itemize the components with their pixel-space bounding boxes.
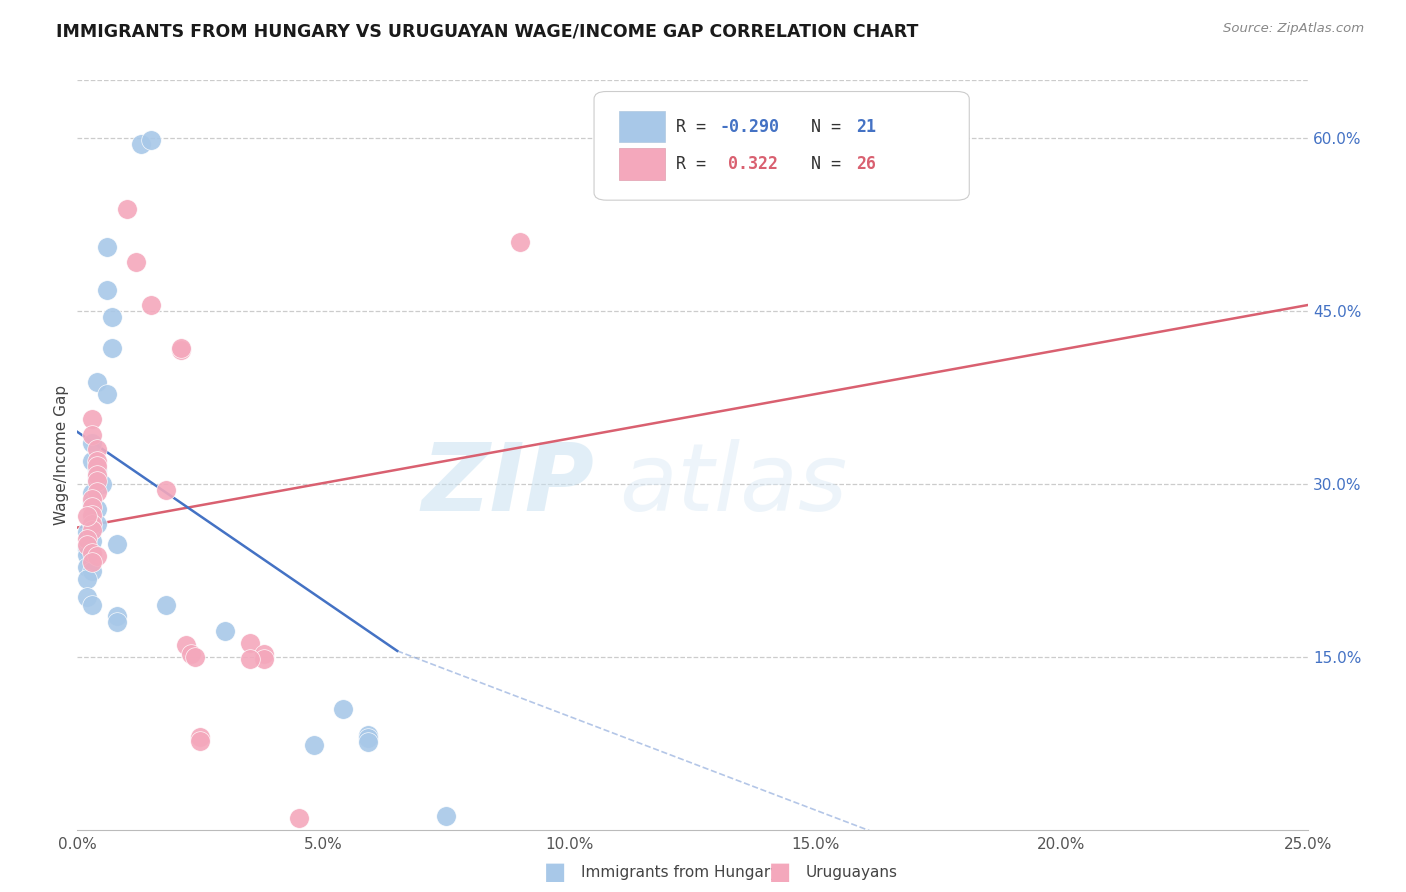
Point [82,546,104,560]
Point [239,636,262,650]
Point [96,283,118,297]
Point [82,508,104,522]
Point [86,471,108,485]
Point [86,549,108,564]
Point [86,459,108,474]
Point [357,735,380,749]
Point [253,652,276,666]
Point [115,202,138,217]
Point [82,555,104,569]
Point [76,573,98,587]
Point [76,532,98,546]
Point [184,649,207,664]
Text: R =: R = [676,155,727,173]
Point [332,701,354,715]
Text: 0.322: 0.322 [728,155,778,173]
Point [82,453,104,467]
Point [86,502,108,516]
Point [86,453,108,467]
Text: atlas: atlas [619,440,846,531]
Point [76,508,98,523]
Text: R =: R = [676,118,717,136]
Point [155,483,177,497]
Point [239,652,262,666]
Text: N =: N = [792,118,851,136]
Point [82,534,104,549]
Text: Immigrants from Hungary: Immigrants from Hungary [581,865,779,880]
Point [90,476,114,491]
Text: 21: 21 [856,118,876,136]
Point [82,428,104,442]
Point [82,412,104,426]
Point [86,517,108,532]
Point [125,255,148,269]
Point [82,486,104,500]
Point [76,590,98,604]
Point [76,538,98,552]
Text: -0.290: -0.290 [720,118,779,136]
Text: N =: N = [792,155,851,173]
Bar [619,148,665,180]
Point [302,739,325,753]
Point [101,341,124,355]
Text: IMMIGRANTS FROM HUNGARY VS URUGUAYAN WAGE/INCOME GAP CORRELATION CHART: IMMIGRANTS FROM HUNGARY VS URUGUAYAN WAG… [56,22,918,40]
Point [82,500,104,514]
Point [170,341,193,355]
Y-axis label: Wage/Income Gap: Wage/Income Gap [53,384,69,525]
Point [86,484,108,499]
Point [141,133,163,147]
Text: Source: ZipAtlas.com: Source: ZipAtlas.com [1223,22,1364,36]
Point [180,648,202,662]
Point [190,731,212,745]
Point [82,598,104,612]
Point [436,808,458,822]
Point [86,463,108,477]
Point [170,343,193,357]
Point [82,496,104,510]
FancyBboxPatch shape [595,92,969,200]
Point [190,733,212,747]
Point [86,475,108,489]
Point [155,598,177,612]
Point [131,136,153,151]
Text: ZIP: ZIP [422,439,595,531]
Point [288,811,311,825]
Point [82,517,104,532]
Text: ■: ■ [769,861,792,884]
Point [76,525,98,540]
Bar [619,111,665,143]
Point [96,387,118,401]
Point [82,436,104,450]
Point [509,235,531,249]
Point [105,537,128,551]
Point [86,442,108,457]
Point [174,638,197,652]
Point [105,615,128,629]
Point [105,609,128,624]
Point [82,565,104,579]
Point [86,376,108,390]
Text: 26: 26 [856,155,876,173]
Point [357,731,380,746]
Point [76,548,98,562]
Point [96,240,118,254]
Point [101,310,124,324]
Point [357,728,380,742]
Point [86,467,108,482]
Point [82,511,104,525]
Point [76,542,98,557]
Text: ■: ■ [544,861,567,884]
Text: Uruguayans: Uruguayans [806,865,897,880]
Point [253,648,276,662]
Point [214,624,236,639]
Point [76,559,98,574]
Point [141,298,163,312]
Point [82,523,104,537]
Point [82,491,104,506]
